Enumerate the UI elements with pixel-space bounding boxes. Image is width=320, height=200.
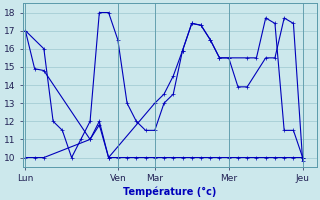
X-axis label: Température (°c): Température (°c) <box>123 186 216 197</box>
